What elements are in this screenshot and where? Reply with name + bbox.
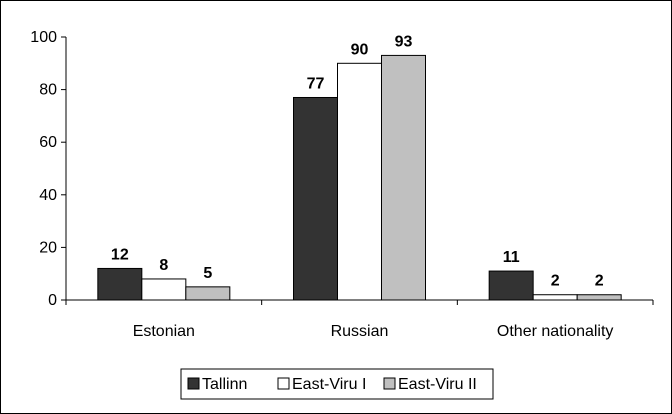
y-tick-label: 100	[30, 29, 57, 46]
data-label: 11	[503, 249, 520, 266]
x-tick-label: Estonian	[133, 323, 195, 340]
y-tick-label: 60	[39, 134, 57, 151]
bar	[141, 278, 187, 301]
bar	[97, 267, 143, 301]
data-label: 2	[595, 273, 604, 290]
bar	[488, 270, 534, 301]
legend-label: Tallinn	[202, 376, 247, 393]
bar	[576, 294, 622, 301]
bar	[381, 54, 426, 301]
bar	[293, 96, 338, 301]
legend-swatch	[187, 377, 200, 390]
legend-box	[180, 368, 494, 400]
data-label: 2	[551, 273, 560, 290]
legend: Tallinn East-Viru I East-Viru II	[180, 368, 494, 400]
plot-area: 0 20 40 60 80 100 12 8 5 Estonian 77 90 93 Russian 11 2…	[30, 29, 654, 340]
bar	[185, 286, 231, 301]
x-tick-label: Other nationality	[497, 323, 614, 340]
y-tick-label: 80	[39, 82, 57, 99]
x-tick-label: Russian	[331, 323, 389, 340]
data-label: 93	[395, 33, 413, 50]
legend-label: East-Viru II	[398, 376, 477, 393]
data-label: 5	[203, 265, 212, 282]
legend-swatch	[383, 377, 396, 390]
y-tick-label: 40	[39, 187, 57, 204]
legend-swatch	[277, 377, 290, 390]
y-tick-label: 20	[39, 239, 57, 256]
data-label: 12	[111, 246, 129, 263]
legend-label: East-Viru I	[292, 376, 366, 393]
data-label: 8	[159, 257, 168, 274]
bar	[337, 62, 382, 301]
data-label: 77	[307, 75, 325, 92]
bar	[532, 294, 578, 301]
data-label: 90	[351, 41, 369, 58]
y-tick-label: 0	[48, 292, 57, 309]
